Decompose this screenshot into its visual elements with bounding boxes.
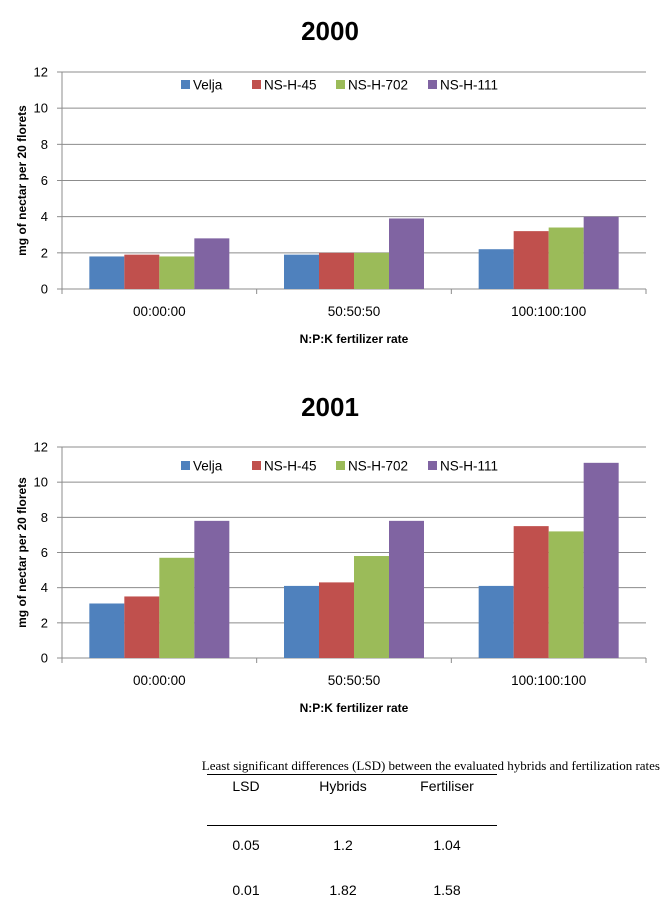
legend-swatch: [428, 461, 437, 470]
y-tick-label: 2: [41, 245, 48, 260]
legend-label: Velja: [193, 78, 223, 93]
bar: [319, 252, 354, 289]
legend-swatch: [252, 80, 261, 89]
chart-2000: 2000 0 2 4 6 8 10 12 00:00:00 50:50:50 100:100:100…: [15, 16, 647, 346]
bar: [548, 531, 584, 658]
lsd-cell-r2-lsd: 0.01: [232, 882, 260, 898]
chart-title: 2001: [301, 392, 359, 422]
legend-label: NS-H-111: [440, 459, 498, 474]
lsd-header-rule: [207, 825, 497, 826]
bar: [124, 254, 160, 289]
bar: [284, 585, 319, 658]
x-tick-label: 50:50:50: [328, 304, 381, 319]
bar: [159, 557, 195, 658]
legend-swatch: [181, 461, 190, 470]
bar: [513, 526, 549, 658]
legend-label: Velja: [193, 459, 223, 474]
bar: [124, 596, 160, 658]
lsd-header-hybrids: Hybrids: [319, 778, 367, 794]
legend-label: NS-H-702: [348, 459, 408, 474]
y-tick-label: 10: [34, 475, 48, 490]
x-tick-label: 50:50:50: [328, 673, 381, 688]
x-tick-label: 00:00:00: [133, 673, 186, 688]
bar: [478, 585, 514, 658]
y-tick-label: 0: [41, 282, 48, 297]
x-axis-label: N:P:K fertilizer rate: [300, 701, 409, 715]
y-tick-label: 6: [41, 173, 48, 188]
legend-swatch: [336, 461, 345, 470]
bar: [159, 256, 195, 289]
bar: [89, 603, 125, 658]
chart-title: 2000: [301, 16, 359, 46]
bar: [389, 520, 424, 658]
bar: [284, 254, 319, 289]
legend-label: NS-H-702: [348, 78, 408, 93]
chart-2001: 2001 0 2 4 6 8 10 12 00:00:00 50:50:50 100:100:100…: [15, 392, 647, 715]
y-tick-label: 10: [34, 101, 48, 116]
y-axis-label: mg of nectar per 20 florets: [15, 105, 29, 256]
bar: [548, 227, 584, 289]
y-tick-label: 0: [41, 651, 48, 666]
bar: [194, 238, 230, 289]
legend-label: NS-H-45: [264, 78, 317, 93]
bar: [194, 520, 230, 658]
x-tick-label: 00:00:00: [133, 304, 186, 319]
lsd-header-top-rule: [207, 774, 497, 775]
y-tick-label: 4: [41, 209, 48, 224]
y-tick-label: 12: [34, 440, 48, 455]
y-tick-label: 4: [41, 580, 48, 595]
lsd-cell-r1-hybrids: 1.2: [333, 837, 353, 853]
legend-swatch: [252, 461, 261, 470]
x-tick-label: 100:100:100: [511, 673, 586, 688]
lsd-caption: Least significant differences (LSD) betw…: [201, 758, 660, 773]
lsd-cell-r1-fertiliser: 1.04: [433, 837, 461, 853]
lsd-cell-r2-hybrids: 1.82: [329, 882, 357, 898]
bar: [389, 218, 424, 289]
y-tick-label: 6: [41, 545, 48, 560]
bar: [478, 249, 514, 289]
lsd-cell-r1-lsd: 0.05: [232, 837, 260, 853]
y-tick-label: 8: [41, 137, 48, 152]
legend-label: NS-H-111: [440, 78, 498, 93]
bar: [354, 556, 389, 658]
y-tick-label: 2: [41, 615, 48, 630]
bar: [513, 231, 549, 289]
bar: [583, 462, 619, 658]
bar: [319, 582, 354, 658]
legend-label: NS-H-45: [264, 459, 317, 474]
lsd-header-lsd: LSD: [232, 778, 260, 794]
x-axis-label: N:P:K fertilizer rate: [300, 332, 409, 346]
x-tick-label: 100:100:100: [511, 304, 586, 319]
legend-swatch: [336, 80, 345, 89]
legend-swatch: [428, 80, 437, 89]
bar: [583, 216, 619, 289]
y-axis-label: mg of nectar per 20 florets: [15, 477, 29, 628]
legend-swatch: [181, 80, 190, 89]
y-tick-label: 8: [41, 510, 48, 525]
lsd-header-fertiliser: Fertiliser: [420, 778, 474, 794]
bar: [89, 256, 125, 289]
bar: [354, 252, 389, 289]
y-tick-label: 12: [34, 65, 48, 80]
lsd-cell-r2-fertiliser: 1.58: [433, 882, 461, 898]
